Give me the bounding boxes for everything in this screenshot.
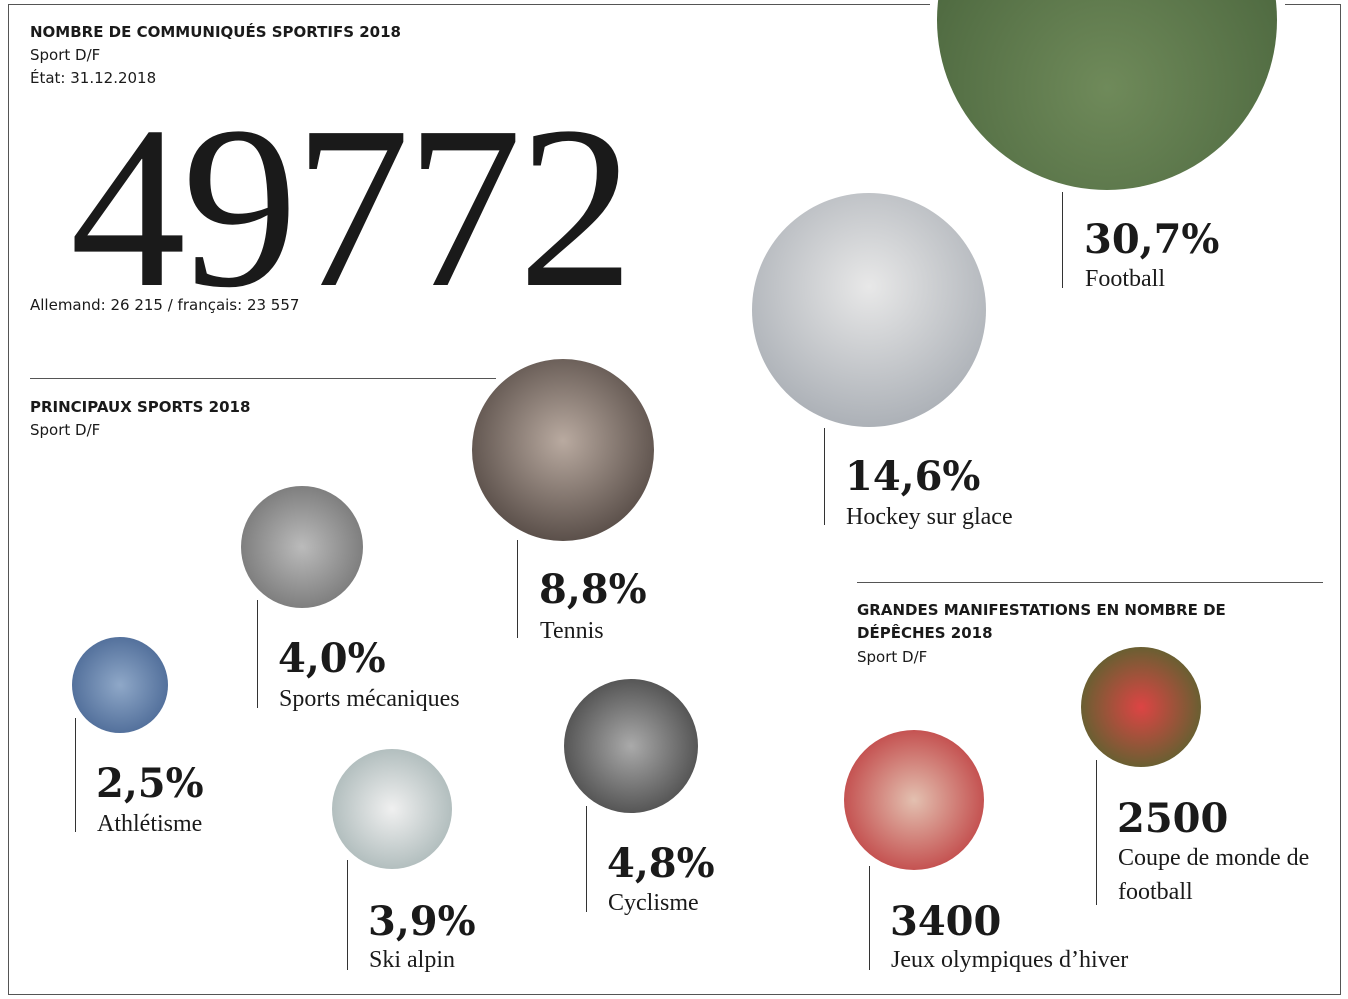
photo-worldcup: [1081, 647, 1201, 767]
label: Football: [1085, 266, 1166, 292]
label: Jeux olympiques d’hiver: [891, 947, 1129, 973]
total-split: Allemand: 26 215 / français: 23 557: [30, 296, 300, 314]
leader-line: [75, 718, 76, 832]
section-subtitle: Sport D/F: [30, 421, 101, 439]
label: Coupe de monde de football: [1118, 845, 1310, 905]
value: 2,5%: [96, 760, 204, 807]
photo-tennis: [472, 359, 654, 541]
leader-line: [347, 860, 348, 970]
rule: [857, 582, 1323, 583]
photo-cycling: [564, 679, 698, 813]
label: Ski alpin: [369, 947, 456, 973]
value: 8,8%: [539, 566, 647, 613]
label: Athlétisme: [97, 811, 203, 837]
photo-olympics: [844, 730, 984, 870]
section-title: PRINCIPAUX SPORTS 2018: [30, 398, 251, 416]
leader-line: [824, 428, 825, 525]
photo-motorsport: [241, 486, 363, 608]
value: 4,0%: [278, 635, 386, 682]
photo-hockey: [752, 193, 986, 427]
frame-top: [8, 4, 930, 5]
leader-line: [586, 806, 587, 912]
value: 30,7%: [1084, 216, 1220, 263]
value: 3400: [890, 898, 1002, 945]
date: État: 31.12.2018: [30, 69, 157, 87]
title: NOMBRE DE COMMUNIQUÉS SPORTIFS 2018: [30, 23, 401, 41]
photo-athletics: [72, 637, 168, 733]
section-title: GRANDES MANIFESTATIONS EN NOMBRE DE DÉPÊ…: [857, 601, 1226, 642]
photo-ski: [332, 749, 452, 869]
label: Hockey sur glace: [846, 504, 1013, 530]
leader-line: [517, 540, 518, 638]
value: 3,9%: [368, 898, 476, 945]
leader-line: [1062, 192, 1063, 288]
frame: [8, 4, 1341, 995]
value: 14,6%: [845, 453, 981, 500]
leader-line: [257, 600, 258, 708]
value: 2500: [1117, 795, 1229, 842]
label: Tennis: [540, 618, 604, 644]
label: Sports mécaniques: [279, 686, 460, 712]
section-subtitle: Sport D/F: [857, 648, 928, 666]
subtitle: Sport D/F: [30, 46, 101, 64]
frame-top: [1285, 4, 1340, 5]
value: 4,8%: [607, 840, 715, 887]
leader-line: [1096, 760, 1097, 905]
label: Cyclisme: [608, 890, 699, 916]
total: 49772: [70, 79, 634, 336]
rule: [30, 378, 496, 379]
leader-line: [869, 866, 870, 970]
